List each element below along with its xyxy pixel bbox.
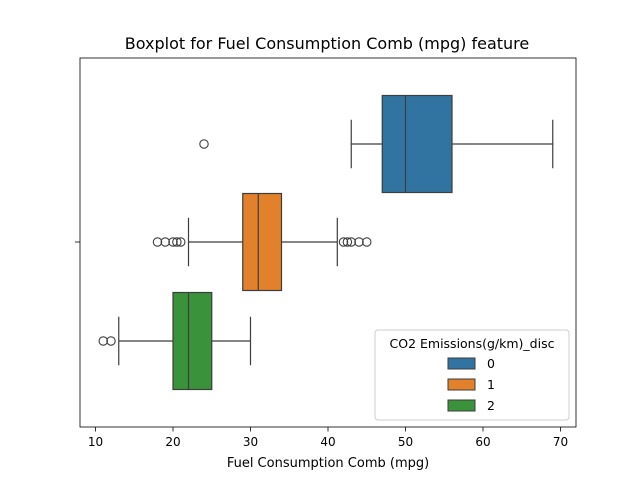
box: [381, 94, 453, 194]
x-tick-label: 10: [88, 435, 103, 449]
outlier-point: [342, 237, 353, 247]
x-axis-label: Fuel Consumption Comb (mpg): [227, 456, 429, 471]
outlier-point: [199, 139, 209, 149]
legend-title: CO2 Emissions(g/km)_disc: [390, 336, 555, 351]
outlier-point: [176, 237, 186, 247]
outlier-point: [168, 237, 178, 247]
box: [242, 192, 283, 292]
legend-swatch: [447, 357, 476, 370]
plot-area: [98, 94, 554, 391]
chart-title: Boxplot for Fuel Consumption Comb (mpg) …: [125, 34, 530, 53]
outlier-point: [346, 237, 356, 247]
x-tick-label: 50: [398, 435, 413, 449]
outlier-point: [98, 336, 109, 346]
box: [172, 291, 213, 391]
legend-swatch: [447, 399, 476, 412]
outlier-point: [361, 237, 372, 247]
outlier-point: [172, 237, 182, 247]
box-group-1: [152, 192, 372, 292]
outlier-point: [106, 336, 116, 346]
legend-label: 0: [487, 356, 495, 371]
outlier-point: [338, 237, 349, 247]
x-axis: 10 20 30 40 50 60 70: [88, 427, 568, 449]
legend-swatch: [447, 378, 476, 391]
x-tick-label: 60: [475, 435, 490, 449]
box-group-0: [199, 94, 554, 194]
x-tick-label: 30: [243, 435, 258, 449]
x-tick-label: 40: [320, 435, 335, 449]
legend-label: 2: [487, 398, 495, 413]
x-tick-label: 20: [165, 435, 180, 449]
legend-frame: [374, 329, 570, 421]
outlier-point: [152, 237, 163, 247]
box-group-2: [98, 291, 252, 391]
legend: CO2 Emissions(g/km)_disc 0 1 2: [374, 329, 570, 421]
outlier-point: [354, 237, 364, 247]
x-tick-label: 70: [553, 435, 568, 449]
outlier-point: [160, 237, 171, 247]
legend-label: 1: [487, 377, 495, 392]
